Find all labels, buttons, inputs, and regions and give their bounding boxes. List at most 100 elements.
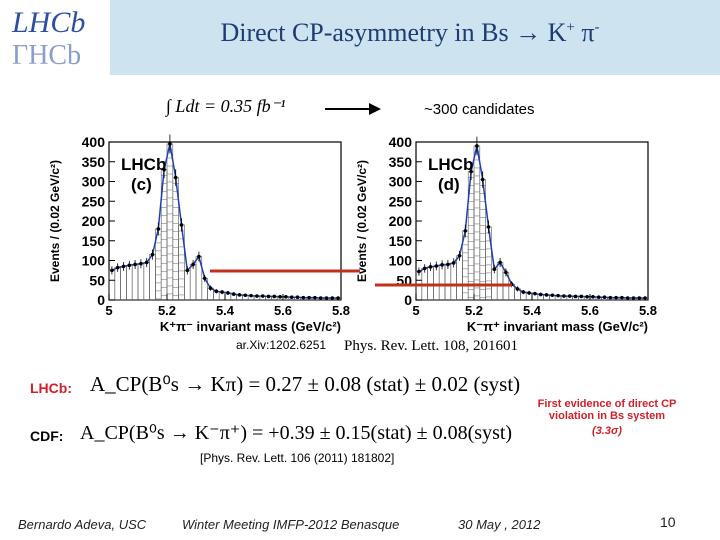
data-point xyxy=(446,262,450,267)
lhcb-result-label: LHCb: xyxy=(30,380,72,396)
data-point xyxy=(318,296,323,300)
data-point xyxy=(220,290,224,294)
arrow-icon xyxy=(325,103,381,115)
comparison-lines xyxy=(210,269,512,287)
data-point xyxy=(591,295,595,299)
data-point xyxy=(538,292,543,297)
data-point xyxy=(197,254,201,259)
footer-date: 30 May , 2012 xyxy=(458,517,541,532)
data-point xyxy=(208,286,213,290)
y-tick-label: 0 xyxy=(404,292,412,308)
data-point xyxy=(469,169,473,174)
data-point xyxy=(631,296,636,300)
lhcb-result-formula: A_CP(B⁰s → Kπ) = 0.27 ± 0.08 (stat) ± 0.… xyxy=(90,372,521,396)
y-tick-label: 50 xyxy=(89,272,105,288)
evidence-line-2: violation in Bs system xyxy=(548,410,666,422)
y-tick-label: 400 xyxy=(389,134,413,150)
y-axis-label: Events / (0.02 GeV/c²) xyxy=(355,160,369,282)
data-point xyxy=(214,289,219,294)
data-point xyxy=(313,295,317,300)
mass-plot-c: 0 50 100 150 200 250 300 350 400 5 5.2 5.4 5.6 5.8K⁺π… xyxy=(48,134,350,334)
logo-text-bottom: ΓΗCb xyxy=(12,40,81,71)
journal-ref: Phys. Rev. Lett. 108, 201601 xyxy=(344,338,519,354)
data-point xyxy=(596,295,601,300)
data-point xyxy=(185,268,190,273)
data-point xyxy=(544,293,549,297)
data-point xyxy=(289,295,294,300)
x-axis-label: K⁺π⁻ invariant mass (GeV/c²) xyxy=(160,319,341,334)
footer-meeting: Winter Meeting IMFP-2012 Benasque xyxy=(182,517,400,532)
panel-label-lhcb: LHCb xyxy=(121,155,166,174)
data-point xyxy=(127,263,132,268)
slide-header xyxy=(0,0,720,75)
y-axis-label: Events / (0.02 GeV/c²) xyxy=(48,160,62,282)
x-axis-label: K⁻π⁺ invariant mass (GeV/c²) xyxy=(467,319,648,334)
data-point xyxy=(614,295,618,300)
x-tick-label: 5.4 xyxy=(523,303,542,318)
data-point xyxy=(295,295,300,300)
data-point xyxy=(307,295,311,300)
data-point xyxy=(266,294,271,299)
data-point xyxy=(330,296,335,300)
data-point xyxy=(463,229,468,233)
y-tick-label: 300 xyxy=(82,174,106,190)
data-point xyxy=(434,264,439,268)
cdf-result-formula: A_CP(B⁰s → K⁻π⁺) = +0.39 ± 0.15(stat) ± … xyxy=(80,422,513,444)
fit-curve xyxy=(418,145,646,299)
y-tick-label: 350 xyxy=(389,154,413,170)
data-point xyxy=(301,295,306,300)
data-point xyxy=(237,293,242,297)
fit-curve xyxy=(111,143,339,299)
y-tick-label: 100 xyxy=(82,253,106,269)
y-tick-label: 250 xyxy=(82,193,106,209)
evidence-note: First evidence of direct CP violation in… xyxy=(532,398,682,437)
data-point xyxy=(255,294,259,298)
data-point xyxy=(492,267,497,271)
data-point xyxy=(625,296,630,300)
data-point xyxy=(202,276,207,281)
data-point xyxy=(144,260,149,265)
lhcb-logo-graphic: LHCb ΓΗCb xyxy=(4,4,106,71)
data-point xyxy=(191,262,195,267)
data-point xyxy=(243,293,248,298)
data-point xyxy=(567,294,572,298)
evidence-sigma: (3.3σ) xyxy=(592,425,622,437)
x-tick-label: 5.6 xyxy=(581,303,599,318)
data-point xyxy=(179,223,184,227)
data-point xyxy=(573,294,578,299)
y-tick-label: 200 xyxy=(82,213,106,229)
candidates-label: ~300 candidates xyxy=(424,101,535,118)
data-point xyxy=(556,293,560,298)
data-point xyxy=(115,265,120,270)
y-tick-label: 200 xyxy=(389,213,413,229)
cdf-result-label: CDF: xyxy=(30,428,64,444)
footer-author: Bernardo Adeva, USC xyxy=(18,517,147,532)
x-tick-label: 5.8 xyxy=(332,303,350,318)
data-point xyxy=(608,295,613,300)
data-point xyxy=(156,227,161,231)
data-point xyxy=(620,295,624,300)
title-sup-minus: - xyxy=(594,19,600,36)
y-tick-label: 100 xyxy=(389,253,413,269)
y-tick-label: 300 xyxy=(389,174,413,190)
data-point xyxy=(324,296,329,300)
y-tick-label: 400 xyxy=(82,134,106,150)
data-point xyxy=(457,253,462,258)
data-point xyxy=(150,252,155,257)
data-point xyxy=(504,270,508,275)
data-point xyxy=(272,294,277,299)
data-point xyxy=(249,293,253,298)
data-point xyxy=(480,177,485,182)
y-tick-label: 150 xyxy=(389,233,413,249)
lhcb-logo: LHCb ΓΗCb xyxy=(0,0,110,75)
y-tick-label: 250 xyxy=(389,193,413,209)
y-tick-label: 0 xyxy=(97,292,105,308)
x-tick-label: 5 xyxy=(412,303,419,318)
arxiv-ref: ar.Xiv:1202.6251 xyxy=(236,338,327,352)
x-tick-label: 5.8 xyxy=(639,303,657,318)
data-point xyxy=(173,175,178,180)
data-point xyxy=(231,292,236,296)
data-point xyxy=(533,291,537,296)
data-point xyxy=(643,296,647,300)
